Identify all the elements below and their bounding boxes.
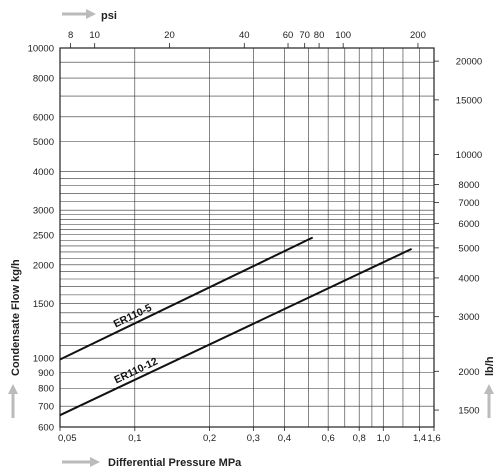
- y-tick-label: 800: [38, 384, 54, 395]
- lbh-tick-label: 8000: [458, 180, 479, 191]
- y-tick-label: 4000: [33, 167, 54, 178]
- lbh-tick-label: 5000: [458, 243, 479, 254]
- x-axis-title: Differential Pressure MPa: [108, 457, 242, 469]
- y-tick-label: 700: [38, 402, 54, 413]
- lbh-tick-label: 10000: [456, 150, 482, 161]
- lbh-tick-label: 6000: [458, 219, 479, 230]
- y-tick-label: 1000: [33, 354, 54, 365]
- x-tick-label: 0,3: [247, 433, 260, 444]
- y-axis-title: Condensate Flow kg/h: [10, 259, 22, 376]
- x-tick-label: 0,6: [322, 433, 335, 444]
- lbh-tick-label: 3000: [458, 312, 479, 323]
- right-axis-arrow-icon: [484, 384, 494, 418]
- lbh-tick-label: 15000: [456, 95, 482, 106]
- x-tick-label: 0,4: [278, 433, 291, 444]
- lbh-tick-label: 4000: [458, 273, 479, 284]
- lbh-tick-label: 20000: [456, 57, 482, 68]
- lbh-tick-label: 1500: [458, 406, 479, 417]
- plot-frame: [59, 47, 435, 428]
- series-line-er110-12: [59, 247, 413, 417]
- series-line-er110-5: [59, 236, 314, 361]
- x-tick-label: 1,4: [413, 433, 426, 444]
- lbh-tick-label: 7000: [458, 198, 479, 209]
- x-tick-label: 0,8: [353, 433, 366, 444]
- y-tick-label: 3000: [33, 206, 54, 217]
- psi-tick-label: 10: [89, 30, 100, 41]
- y-tick-label: 900: [38, 368, 54, 379]
- psi-tick-label: 60: [283, 30, 294, 41]
- y-tick-label: 2000: [33, 260, 54, 271]
- psi-tick-label: 70: [299, 30, 310, 41]
- lbh-tick-label: 2000: [458, 367, 479, 378]
- psi-tick-label: 200: [410, 30, 426, 41]
- y-tick-label: 2500: [33, 230, 54, 241]
- y-tick-label: 1500: [33, 299, 54, 310]
- grid-lines: [59, 47, 435, 428]
- y-tick-label: 600: [38, 423, 54, 434]
- y-tick-label: 6000: [33, 112, 54, 123]
- left-axis-arrow-icon: [8, 384, 18, 418]
- psi-tick-label: 100: [335, 30, 351, 41]
- tick-labels: 0,05 0,1 0,2 0,3 0,4 0,6 0,8 1,0 1,4 1,6 600 700 800…: [28, 30, 483, 444]
- x-tick-label: 0,05: [58, 433, 77, 444]
- psi-tick-label: 8: [68, 30, 73, 41]
- y-tick-label: 10000: [28, 44, 54, 55]
- x-tick-label: 1,6: [427, 433, 440, 444]
- psi-tick-label: 80: [314, 30, 325, 41]
- psi-tick-label: 20: [164, 30, 175, 41]
- x-tick-label: 0,2: [203, 433, 216, 444]
- y-tick-label: 8000: [33, 74, 54, 85]
- y-tick-label: 5000: [33, 137, 54, 148]
- series-label-er110-5: ER110-5: [112, 302, 154, 331]
- top-axis-arrow-icon: [62, 9, 96, 19]
- top-axis-title: psi: [101, 10, 117, 22]
- psi-tick-label: 40: [239, 30, 250, 41]
- x-tick-label: 0,1: [128, 433, 141, 444]
- right-axis-title: lb/h: [484, 356, 496, 376]
- x-tick-label: 1,0: [377, 433, 390, 444]
- bottom-axis-arrow-icon: [62, 457, 100, 467]
